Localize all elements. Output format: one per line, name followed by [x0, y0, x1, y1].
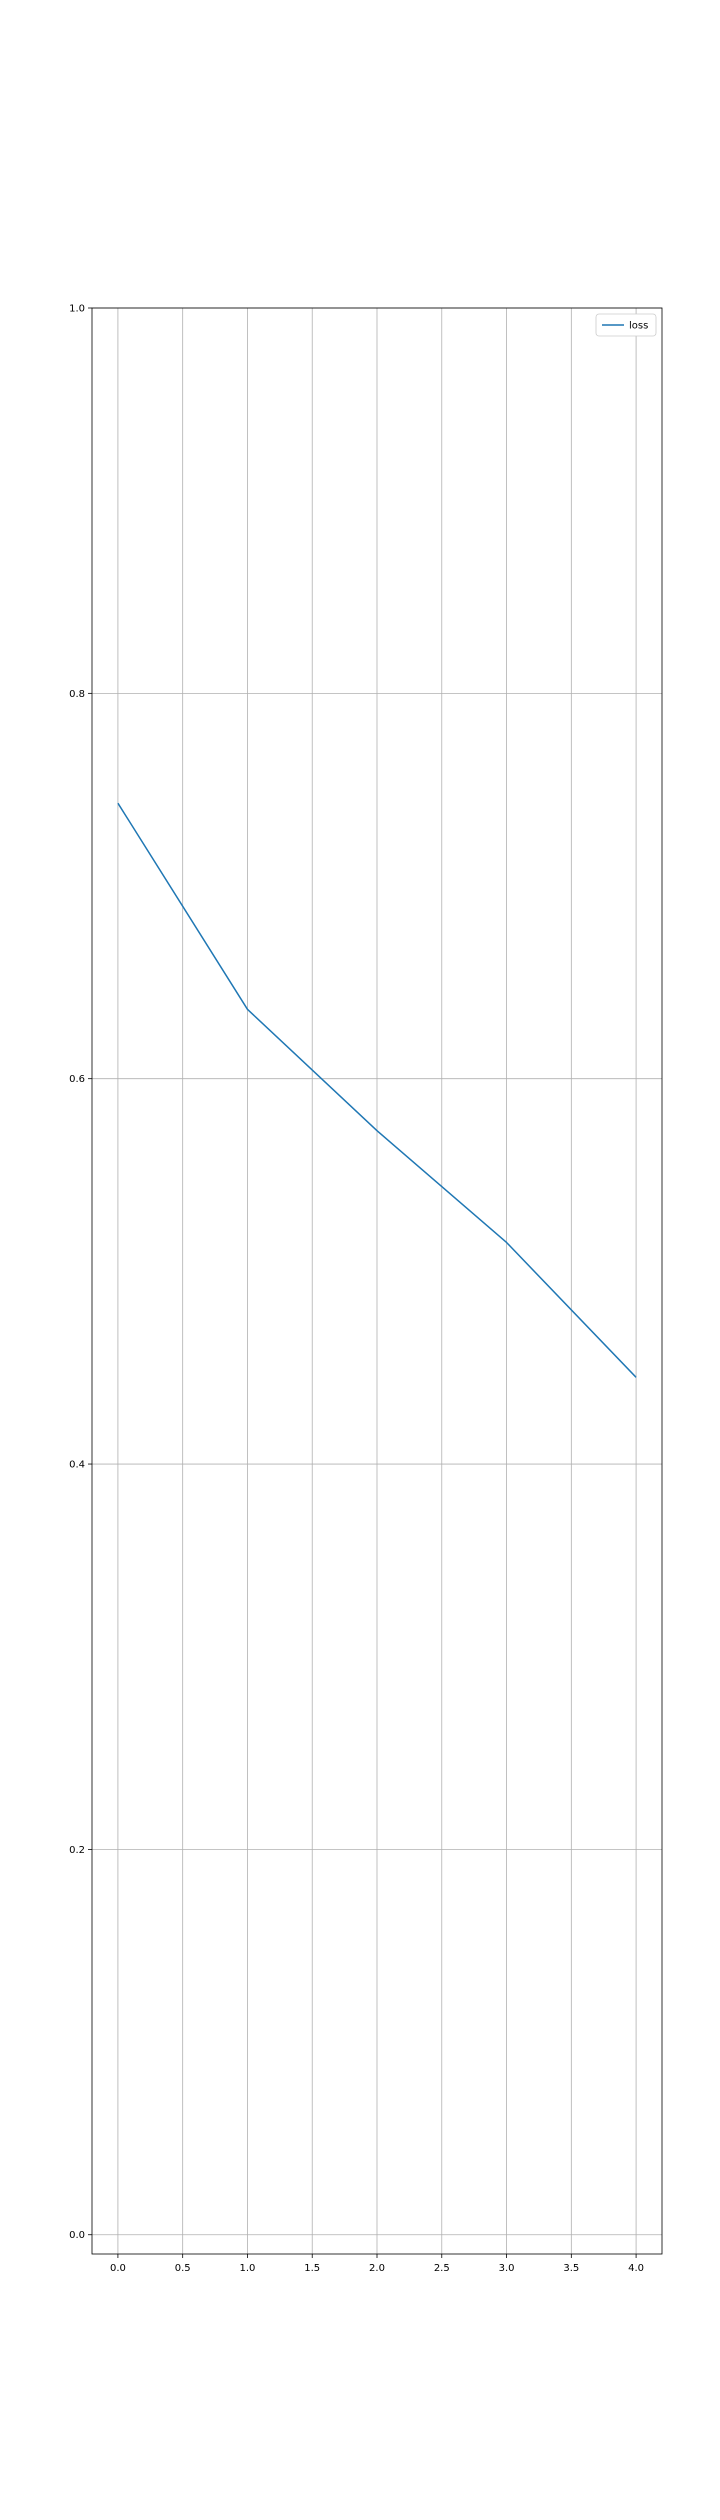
x-tick-label: 2.0: [369, 2263, 385, 2274]
x-tick-label: 3.5: [563, 2263, 579, 2274]
series-line-loss: [117, 802, 637, 1378]
y-tick-label: 0.6: [69, 1074, 85, 1085]
x-tick-label: 1.5: [304, 2263, 320, 2274]
x-tick-label: 4.0: [628, 2263, 644, 2274]
x-tick-labels: 0.0 0.5 1.0 1.5 2.0 2.5 3.0 3.5 4.0: [110, 2263, 644, 2274]
legend-label-loss: loss: [629, 321, 648, 332]
y-tick-label: 0.8: [69, 689, 85, 700]
y-tick-label: 1.0: [69, 304, 85, 315]
legend-box: [595, 313, 657, 337]
grid-lines: [92, 307, 662, 2254]
y-tick-label: 0.0: [69, 2230, 85, 2241]
y-tick-label: 0.4: [69, 1460, 85, 1471]
legend: loss: [595, 313, 657, 337]
x-tick-label: 2.5: [434, 2263, 450, 2274]
series-lines: [117, 802, 637, 1378]
x-tick-label: 3.0: [499, 2263, 515, 2274]
x-tick-label: 0.0: [110, 2263, 126, 2274]
x-tick-label: 0.5: [175, 2263, 191, 2274]
y-tick-labels: 0.0 0.2 0.4 0.6 0.8 1.0: [69, 304, 85, 2242]
x-tick-label: 1.0: [240, 2263, 256, 2274]
y-tick-label: 0.2: [69, 1845, 85, 1856]
tick-marks: [88, 307, 637, 2258]
